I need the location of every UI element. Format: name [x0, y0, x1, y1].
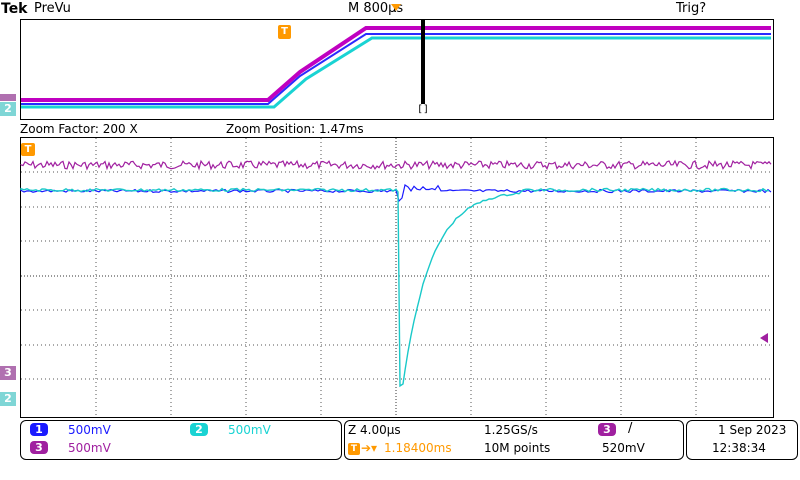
acquisition-mode: PreVu — [34, 1, 71, 16]
ch3-scale[interactable]: 500mV — [68, 441, 111, 455]
brand-logo: Tek — [1, 1, 28, 17]
trigger-position[interactable]: 1.18400ms — [384, 441, 452, 455]
record-length[interactable]: 10M points — [484, 441, 551, 455]
trigger-slope-icon[interactable]: / — [628, 421, 633, 436]
ch2-scale[interactable]: 500mV — [228, 423, 271, 437]
trigger-delay-icon: T — [348, 443, 360, 455]
ch2-ground-marker-icon[interactable]: 2 — [0, 392, 16, 406]
zoom-position: Zoom Position: 1.47ms — [226, 122, 364, 136]
time: 12:38:34 — [712, 441, 766, 455]
trigger-level[interactable]: 520mV — [602, 441, 645, 455]
ch2-badge[interactable]: 2 — [190, 423, 208, 436]
datetime-box — [686, 420, 798, 460]
zoom-factor: Zoom Factor: 200 X — [20, 122, 138, 136]
trigger-source-badge[interactable]: 3 — [598, 423, 616, 436]
zoom-timebase[interactable]: Z 4.00µs — [348, 423, 401, 437]
channel-scale-box[interactable] — [20, 420, 342, 460]
ch1-badge[interactable]: 1 — [30, 423, 48, 436]
overview-ch2-marker-icon: 2 — [0, 102, 16, 116]
sample-rate: 1.25GS/s — [484, 423, 538, 437]
overview-ch3-marker-icon — [0, 94, 16, 101]
trigger-status: Trig? — [676, 1, 707, 16]
main-timebase[interactable]: M 800µs — [348, 1, 404, 16]
ch3-badge[interactable]: 3 — [30, 441, 48, 454]
date: 1 Sep 2023 — [718, 423, 787, 437]
trigger-position-arrow-icon — [391, 4, 401, 11]
overview-trigger-marker-icon: T — [278, 25, 291, 39]
trigger-level-marker-icon[interactable] — [760, 333, 768, 343]
acquisition-box[interactable] — [344, 420, 684, 460]
trigger-arrow-icon: ➔▾ — [361, 441, 378, 455]
ch1-scale[interactable]: 500mV — [68, 423, 111, 437]
zoom-window-bracket[interactable]: [] — [417, 104, 430, 115]
zoom-graticule[interactable] — [20, 137, 774, 418]
ch3-ground-marker-icon[interactable]: 3 — [0, 366, 16, 380]
zoom-trigger-marker-icon: T — [21, 143, 35, 156]
